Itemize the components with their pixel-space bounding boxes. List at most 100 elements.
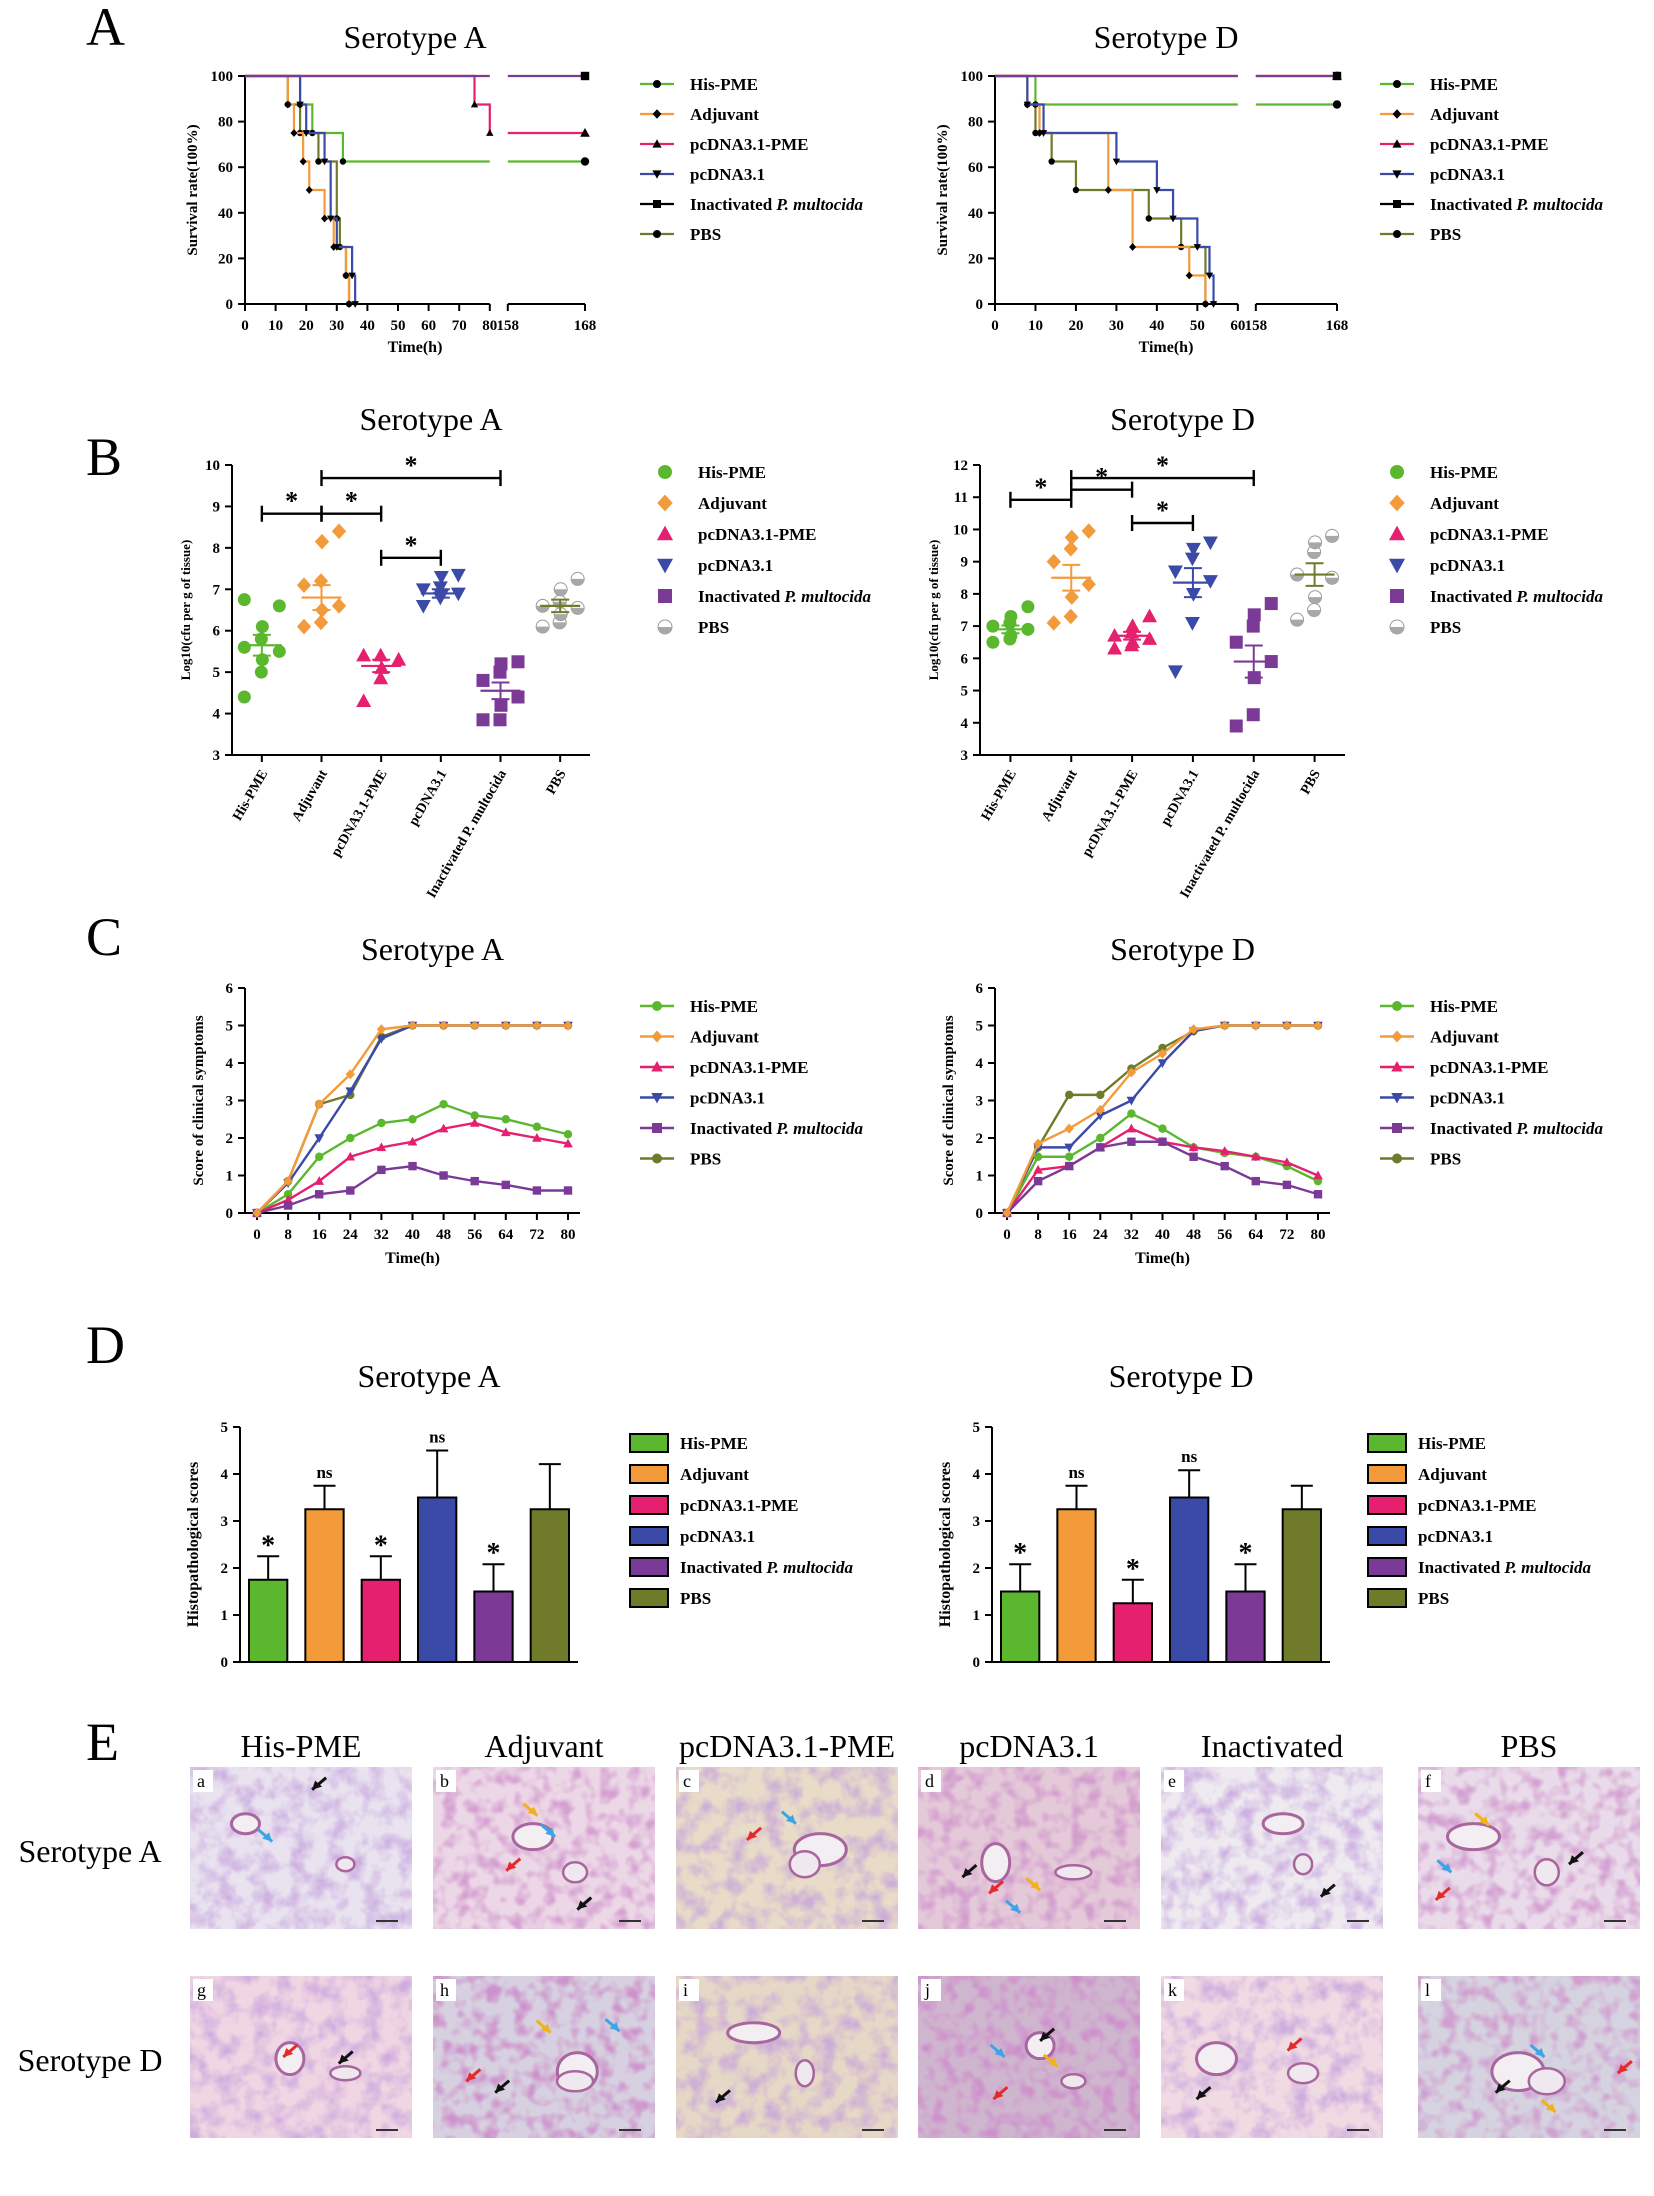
vessel-lumen — [335, 1855, 356, 1873]
legend-label-italic: P. multocida — [775, 195, 863, 214]
histology-column-header: Adjuvant — [484, 1728, 603, 1764]
legend-swatch-marker — [1392, 1001, 1402, 1011]
x-tick-label: 64 — [1248, 1227, 1264, 1243]
tile-letter-bg — [679, 1979, 699, 2001]
legend-item: pcDNA3.1-PME — [629, 1495, 799, 1515]
legend-item: Adjuvant — [629, 1464, 749, 1484]
legend-label: Adjuvant — [1430, 1028, 1499, 1047]
y-tick-label: 10 — [205, 458, 220, 474]
legend-label: Adjuvant — [1430, 105, 1499, 124]
legend-label: pcDNA3.1-PME — [698, 525, 817, 544]
x-tick-label: 24 — [343, 1227, 359, 1243]
legend-label-prefix: Inactivated — [690, 195, 776, 214]
legend-item: His-PME — [640, 75, 758, 94]
series-point — [1157, 1059, 1168, 1069]
legend-swatch-marker — [1393, 80, 1401, 88]
series-point — [252, 1207, 262, 1219]
data-point — [415, 600, 431, 614]
survival-marker — [1023, 101, 1032, 109]
arrow-head — [1534, 2048, 1545, 2057]
data-point — [570, 571, 585, 586]
arrow-head — [1040, 2031, 1051, 2041]
arrow-head — [993, 2090, 1004, 2100]
tissue-texture — [676, 1976, 898, 2138]
tissue-texture — [918, 1976, 1140, 2138]
airway-lumen — [511, 1822, 555, 1852]
annotation-arrow — [989, 2043, 1006, 2059]
panel-letter-c: C — [86, 907, 122, 967]
vessel-lumen — [1527, 2067, 1567, 2096]
y-tick-label: 6 — [961, 651, 969, 667]
survival-marker — [296, 101, 304, 109]
data-point — [511, 655, 525, 669]
series-point — [315, 1190, 324, 1199]
series-point — [563, 1138, 573, 1148]
tile-letter-bg — [1164, 1979, 1184, 2001]
arrow-head — [1495, 2083, 1506, 2093]
legend-item: pcDNA3.1 — [640, 165, 765, 184]
data-point — [1290, 612, 1305, 627]
survival-line — [245, 74, 491, 133]
data-point — [450, 568, 466, 583]
legend-label: Inactivated P. multocida — [690, 1119, 864, 1138]
series-point — [1251, 1176, 1260, 1186]
y-tick-label: 0 — [976, 1206, 984, 1222]
y-tick-label: 4 — [976, 1056, 984, 1072]
pbs-marker-half — [571, 578, 585, 586]
legend-item: pcDNA3.1-PME — [640, 1058, 809, 1077]
y-tick-label: 1 — [976, 1169, 984, 1185]
x-tick-label: 16 — [312, 1227, 328, 1243]
x-tick-label: His-PME — [979, 768, 1020, 824]
annotation-arrow — [540, 1823, 557, 1838]
legend-item: Inactivated P. multocida — [640, 195, 864, 214]
bar — [1169, 1496, 1210, 1663]
series-point — [470, 1176, 479, 1186]
data-point — [1307, 603, 1322, 617]
annotation-arrow — [505, 1857, 522, 1872]
data-point — [1229, 635, 1243, 649]
data-point — [1125, 618, 1141, 632]
series-point — [315, 1152, 324, 1161]
legend-swatch-bar — [629, 1495, 669, 1515]
legend-item: Inactivated P. multocida — [658, 587, 872, 606]
data-point — [570, 600, 585, 615]
data-point — [296, 618, 312, 635]
bar-annotation: * — [1126, 1554, 1140, 1585]
x-tick-label: 40 — [1149, 318, 1164, 334]
x-tick-label: Adjuvant — [290, 767, 332, 824]
data-point — [476, 673, 490, 687]
data-point — [1185, 542, 1201, 557]
data-point — [1325, 528, 1340, 543]
data-point — [1264, 597, 1278, 611]
legend-label-prefix: Inactivated — [1430, 1119, 1516, 1138]
histology-column-header: PBS — [1501, 1728, 1558, 1764]
legend-item: pcDNA3.1-PME — [656, 525, 817, 544]
data-point — [255, 620, 269, 634]
arrow-head — [1441, 1863, 1452, 1873]
histology-image: e — [1161, 1767, 1383, 1929]
series-point — [376, 1024, 387, 1035]
series-point — [1064, 1123, 1074, 1134]
legend-label: PBS — [690, 1150, 721, 1169]
legend-label: Adjuvant — [698, 494, 767, 513]
series-point — [563, 1020, 573, 1031]
tile-letter-bg — [921, 1770, 941, 1792]
bar-annotation: * — [1239, 1538, 1253, 1569]
data-point — [237, 690, 251, 704]
data-point — [415, 583, 431, 598]
significance-bracket: * — [320, 487, 383, 522]
data-point — [331, 598, 347, 614]
survival-marker — [1209, 301, 1218, 308]
arrow-head — [283, 2048, 294, 2057]
pbs-marker-half — [1325, 535, 1339, 543]
legend-swatch-marker — [652, 170, 662, 179]
tissue-texture — [190, 1767, 412, 1929]
annotation-arrow — [604, 2017, 621, 2033]
legend-label: His-PME — [1430, 463, 1498, 482]
x-tick-label: pcDNA3.1-PME — [1080, 768, 1142, 860]
annotation-arrow — [337, 2050, 354, 2065]
legend-label-prefix: Inactivated — [690, 1119, 776, 1138]
vessel-lumen — [561, 1861, 589, 1884]
pbs-marker-half — [1290, 574, 1304, 582]
series-point — [376, 1142, 387, 1152]
